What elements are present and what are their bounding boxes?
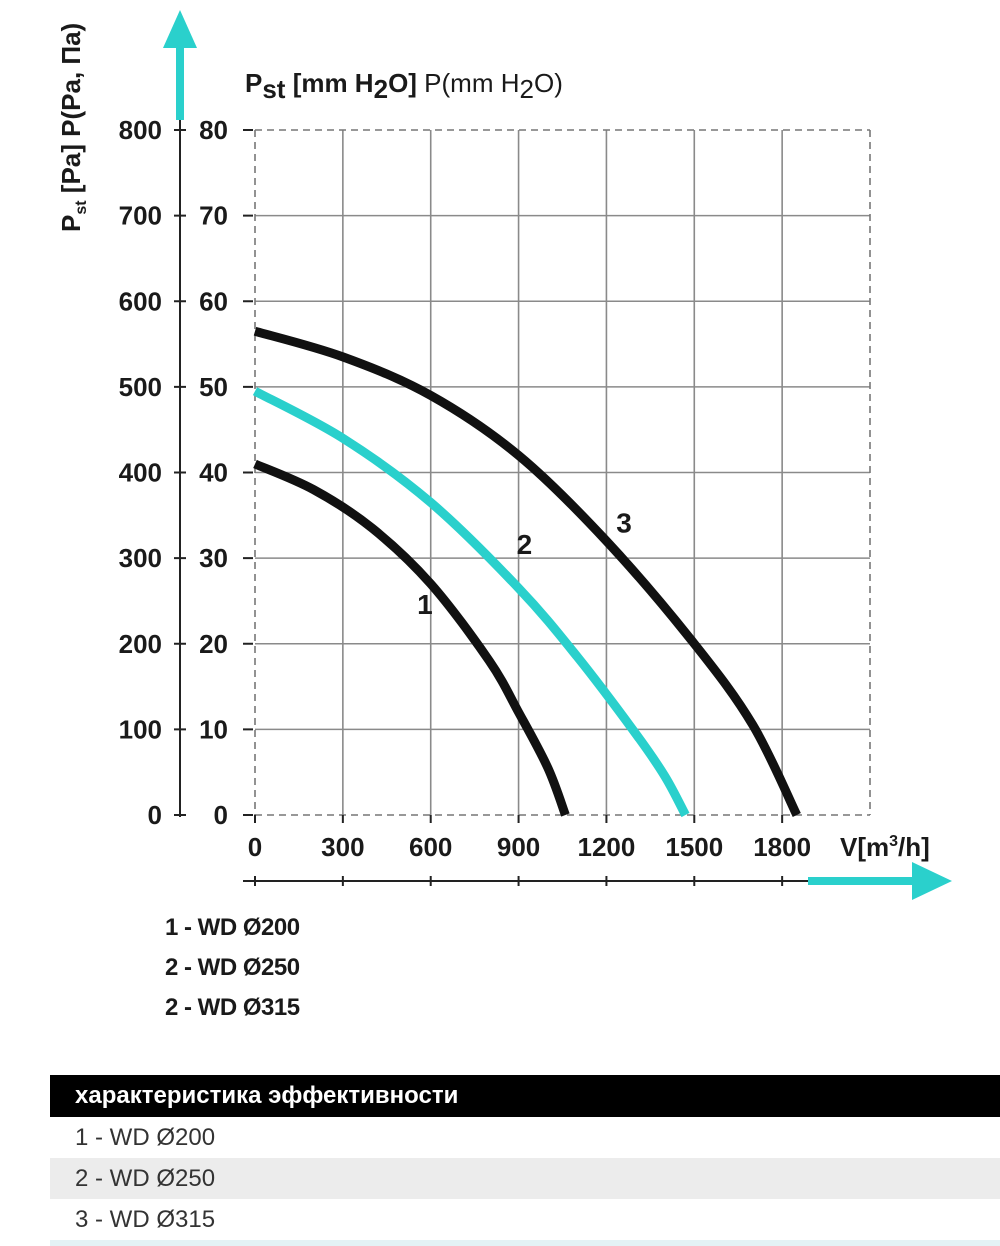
y-tick-label-pa: 300 bbox=[119, 543, 162, 573]
y-tick-label-mm: 10 bbox=[199, 714, 228, 744]
x-axis-title: V[m3/h] bbox=[840, 832, 930, 862]
curve-label-1: 1 bbox=[417, 589, 433, 620]
legend-item: 2 - WD Ø250 bbox=[165, 954, 300, 981]
curve-label-3: 3 bbox=[616, 507, 632, 538]
y-tick-label-mm: 80 bbox=[199, 115, 228, 145]
chart-legend: 1 - WD Ø200 2 - WD Ø250 2 - WD Ø315 bbox=[165, 908, 300, 1028]
y-tick-label-pa: 600 bbox=[119, 286, 162, 316]
legend-item: 1 - WD Ø200 bbox=[165, 914, 300, 941]
y-axis-arrow bbox=[163, 10, 197, 120]
table-row: 2 - WD Ø250 bbox=[50, 1158, 1000, 1199]
y2-axis-title: Pst [mm H2O] P(mm H2O) bbox=[245, 68, 563, 104]
y-tick-label-mm: 50 bbox=[199, 372, 228, 402]
y-tick-label-mm: 20 bbox=[199, 629, 228, 659]
series-line-3 bbox=[253, 326, 801, 817]
y-tick-label-pa: 100 bbox=[119, 714, 162, 744]
table-header: характеристика эффективности bbox=[50, 1075, 1000, 1117]
series-line-1 bbox=[253, 459, 570, 817]
x-tick-label: 300 bbox=[321, 832, 364, 862]
chart-grid bbox=[254, 129, 871, 816]
y-tick-label-mm: 40 bbox=[199, 458, 228, 488]
y-tick-label-mm: 0 bbox=[214, 800, 228, 830]
chart-curve-labels: 1 2 3 bbox=[417, 507, 632, 619]
chart-axes bbox=[179, 120, 812, 882]
x-axis-arrow bbox=[808, 862, 952, 900]
y-tick-label-mm: 30 bbox=[199, 543, 228, 573]
table-row: 3 - WD Ø315 bbox=[75, 1206, 216, 1233]
y-tick-label-pa: 800 bbox=[119, 115, 162, 145]
x-tick-label: 600 bbox=[409, 832, 452, 862]
legend-item: 2 - WD Ø315 bbox=[165, 994, 300, 1021]
table-row: 1 - WD Ø200 bbox=[75, 1124, 216, 1151]
series-line-2 bbox=[252, 387, 690, 818]
y-tick-label-pa: 400 bbox=[119, 458, 162, 488]
y-tick-label-mm: 70 bbox=[199, 201, 228, 231]
chart-series bbox=[252, 326, 801, 818]
performance-table: характеристика эффективности 1 - WD Ø200… bbox=[50, 1075, 1000, 1246]
y-tick-label-pa: 700 bbox=[119, 201, 162, 231]
table-footer-strip bbox=[50, 1240, 1000, 1246]
curve-label-2: 2 bbox=[517, 529, 533, 560]
y-tick-label-pa: 200 bbox=[119, 629, 162, 659]
y-axis-title: Pst [Pa] P(Pa, Па) bbox=[56, 23, 90, 232]
x-tick-label: 1200 bbox=[578, 832, 636, 862]
x-tick-label: 900 bbox=[497, 832, 540, 862]
y-tick-label-pa: 500 bbox=[119, 372, 162, 402]
y-tick-label-mm: 60 bbox=[199, 286, 228, 316]
x-tick-label: 0 bbox=[248, 832, 262, 862]
x-tick-label: 1500 bbox=[665, 832, 723, 862]
y-tick-label-pa: 0 bbox=[148, 800, 162, 830]
x-tick-label: 1800 bbox=[753, 832, 811, 862]
